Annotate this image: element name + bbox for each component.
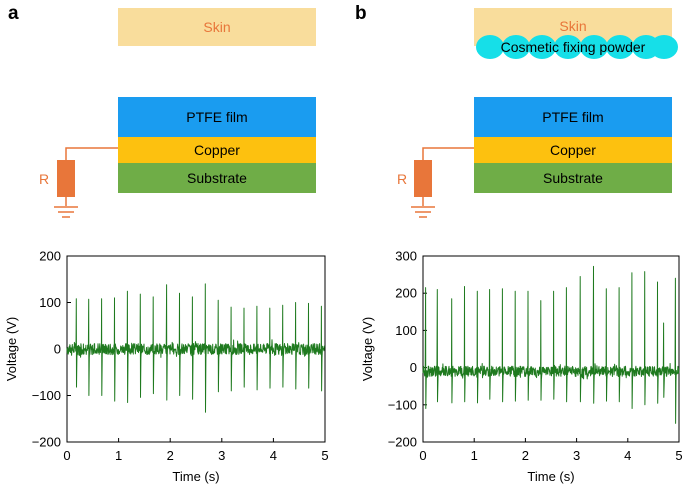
copper-layer-a bbox=[118, 137, 316, 163]
x-tick-label: 1 bbox=[115, 448, 122, 463]
circuit-a bbox=[54, 147, 118, 218]
substrate-layer-b bbox=[474, 163, 672, 193]
panel-b-letter: b bbox=[355, 3, 367, 24]
circuit-b bbox=[411, 147, 474, 218]
skin-label-b: Skin bbox=[559, 18, 586, 34]
chart-b: 0 1 2 3 4 5 300 200 100 0 −100 −200 Time (s) Voltag… bbox=[360, 249, 683, 485]
wire-a bbox=[65, 147, 118, 160]
y-tick-label: −100 bbox=[388, 397, 417, 412]
x-tick-label: 1 bbox=[471, 448, 478, 463]
panel-a-diagram: a Skin PTFE film Copper Substrate R bbox=[8, 3, 316, 218]
chart-a-xlabel: Time (s) bbox=[172, 469, 219, 484]
chart-b-xlabel: Time (s) bbox=[527, 469, 574, 484]
panel-b-diagram: b Skin Cosmetic fixing powder PTFE film … bbox=[355, 3, 678, 218]
x-tick-label: 2 bbox=[167, 448, 174, 463]
skin-layer-a bbox=[118, 8, 316, 46]
powder-label-b: Cosmetic fixing powder bbox=[501, 39, 646, 55]
resistor-label-a: R bbox=[39, 171, 49, 187]
chart-b-signal-line bbox=[422, 265, 680, 424]
y-tick-label: 0 bbox=[410, 360, 417, 375]
powder-particle bbox=[606, 35, 634, 59]
chart-b-ticks: 0 1 2 3 4 5 300 200 100 0 −100 −200 bbox=[388, 249, 683, 464]
ptfe-layer-b bbox=[474, 97, 672, 137]
y-tick-label: 200 bbox=[395, 286, 417, 301]
ptfe-layer-a bbox=[118, 97, 316, 137]
skin-label-a: Skin bbox=[203, 19, 230, 35]
ptfe-label-b: PTFE film bbox=[542, 109, 603, 125]
copper-layer-b bbox=[474, 137, 672, 163]
resistor-b bbox=[414, 160, 432, 197]
chart-a-ticks: 0 1 2 3 4 5 200 100 0 −100 −200 bbox=[32, 249, 329, 464]
y-tick-label: −200 bbox=[32, 435, 61, 450]
powder-particle bbox=[650, 35, 678, 59]
x-tick-label: 0 bbox=[63, 448, 70, 463]
chart-b-ylabel: Voltage (V) bbox=[360, 317, 375, 381]
chart-a-ylabel: Voltage (V) bbox=[4, 317, 19, 381]
x-tick-label: 2 bbox=[522, 448, 529, 463]
ptfe-label-a: PTFE film bbox=[186, 109, 247, 125]
substrate-label-b: Substrate bbox=[543, 170, 603, 186]
y-tick-label: −100 bbox=[32, 388, 61, 403]
powder-particles-b bbox=[476, 35, 678, 59]
y-tick-label: 300 bbox=[395, 249, 417, 264]
x-tick-label: 4 bbox=[270, 448, 277, 463]
chart-b-frame bbox=[422, 255, 680, 443]
powder-particle bbox=[528, 35, 556, 59]
y-tick-label: −200 bbox=[388, 435, 417, 450]
y-tick-label: 200 bbox=[39, 249, 61, 264]
x-tick-label: 5 bbox=[675, 448, 682, 463]
x-tick-label: 5 bbox=[321, 448, 328, 463]
x-tick-label: 0 bbox=[419, 448, 426, 463]
substrate-layer-a bbox=[118, 163, 316, 193]
x-tick-label: 3 bbox=[218, 448, 225, 463]
x-tick-label: 4 bbox=[624, 448, 631, 463]
y-tick-label: 100 bbox=[395, 323, 417, 338]
chart-a: 0 1 2 3 4 5 200 100 0 −100 −200 Time (s) Voltage (… bbox=[4, 249, 329, 485]
wire-b bbox=[422, 147, 474, 160]
powder-particle bbox=[476, 35, 504, 59]
powder-particle bbox=[502, 35, 530, 59]
powder-particle bbox=[580, 35, 608, 59]
copper-label-a: Copper bbox=[194, 142, 240, 158]
chart-a-signal-line bbox=[66, 283, 326, 413]
copper-label-b: Copper bbox=[550, 142, 596, 158]
panel-a-letter: a bbox=[8, 3, 19, 24]
x-tick-label: 3 bbox=[573, 448, 580, 463]
y-tick-label: 100 bbox=[39, 295, 61, 310]
resistor-label-b: R bbox=[397, 171, 407, 187]
resistor-a bbox=[57, 160, 75, 197]
y-tick-label: 0 bbox=[54, 342, 61, 357]
substrate-label-a: Substrate bbox=[187, 170, 247, 186]
powder-particle bbox=[554, 35, 582, 59]
